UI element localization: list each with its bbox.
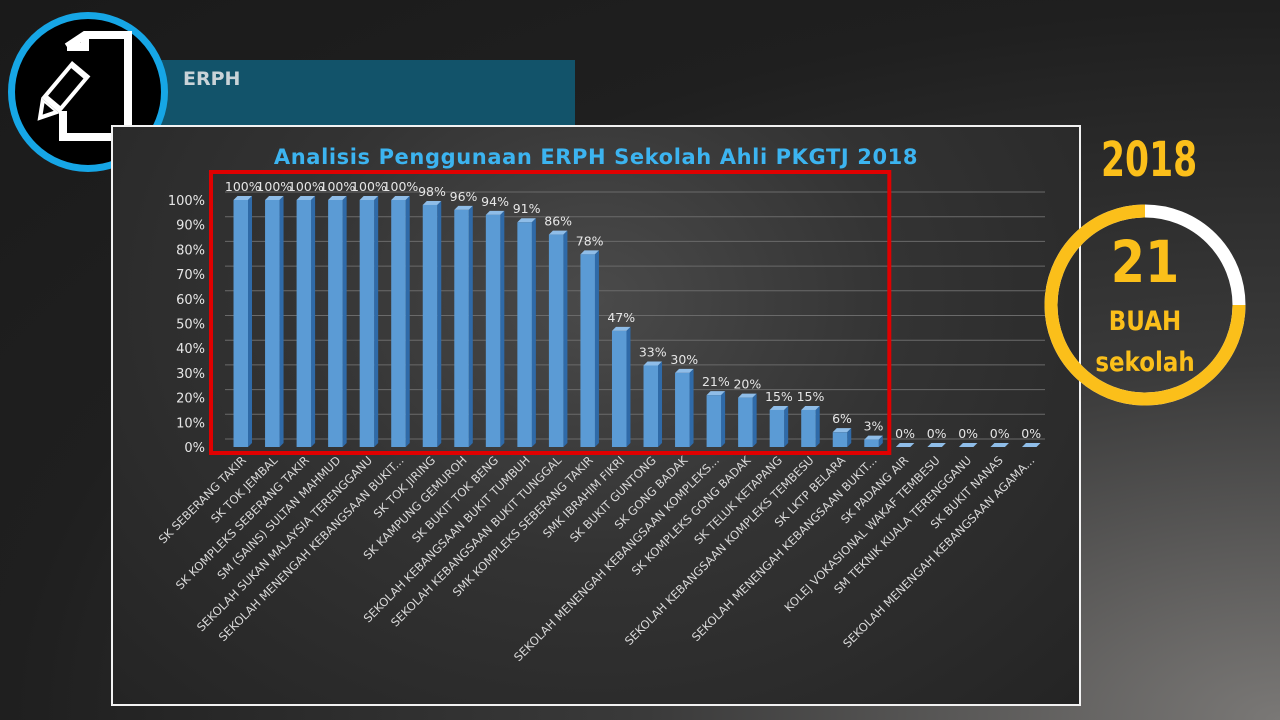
- bar: [485, 210, 505, 447]
- bar-chart: Analisis Penggunaan ERPH Sekolah Ahli PK…: [156, 145, 1045, 664]
- y-tick-label: 0%: [184, 441, 205, 456]
- bar: [580, 250, 599, 447]
- data-label: 0%: [895, 426, 915, 441]
- bar: [927, 443, 946, 447]
- count-unit-secondary: sekolah: [1095, 347, 1195, 378]
- bar: [738, 393, 757, 447]
- progress-ring: [1044, 204, 1246, 406]
- y-tick-label: 70%: [176, 268, 205, 283]
- logo-badge: [8, 12, 168, 172]
- bar: [296, 196, 316, 447]
- highlight-box: [209, 170, 892, 455]
- bar: [675, 368, 694, 447]
- data-label: 86%: [544, 214, 572, 229]
- bar: [832, 428, 852, 447]
- y-tick-label: 20%: [176, 392, 205, 407]
- bar: [643, 361, 663, 447]
- bar: [517, 218, 536, 447]
- data-label: 0%: [958, 426, 978, 441]
- chart-frame: Analisis Penggunaan ERPH Sekolah Ahli PK…: [111, 125, 1081, 706]
- banner-title: ERPH: [183, 68, 241, 90]
- bar: [706, 391, 726, 447]
- data-label: 15%: [765, 389, 793, 404]
- year-label: 2018: [1101, 132, 1198, 188]
- data-label: 0%: [990, 426, 1010, 441]
- data-label: 100%: [256, 179, 292, 194]
- y-tick-label: 90%: [176, 219, 205, 234]
- data-label: 100%: [320, 179, 356, 194]
- ring-arc: [1044, 204, 1246, 406]
- chart-title: Analisis Penggunaan ERPH Sekolah Ahli PK…: [274, 145, 918, 169]
- data-label: 94%: [481, 194, 509, 209]
- data-label: 100%: [383, 179, 419, 194]
- data-label: 91%: [513, 201, 541, 216]
- count-unit: BUAH: [1108, 306, 1182, 337]
- bar: [422, 200, 442, 447]
- data-label: 33%: [639, 344, 667, 359]
- bar: [895, 443, 915, 447]
- y-tick-label: 10%: [176, 416, 205, 431]
- data-label: 98%: [418, 184, 446, 199]
- data-label: 21%: [702, 374, 730, 389]
- bar: [769, 405, 789, 447]
- bar: [391, 196, 410, 447]
- bar: [233, 196, 253, 447]
- data-label: 100%: [351, 179, 387, 194]
- bar: [265, 196, 284, 447]
- data-label: 100%: [288, 179, 324, 194]
- y-tick-label: 60%: [176, 293, 205, 308]
- bar: [611, 326, 631, 447]
- data-label: 6%: [832, 411, 852, 426]
- bar: [864, 435, 883, 447]
- data-label: 30%: [670, 352, 698, 367]
- data-label: 78%: [576, 233, 604, 248]
- y-tick-label: 100%: [168, 194, 205, 209]
- bar: [958, 443, 978, 447]
- bar: [548, 230, 568, 447]
- data-label: 3%: [864, 419, 884, 434]
- bar: [1021, 443, 1041, 447]
- bar: [359, 196, 379, 447]
- data-label: 0%: [1021, 426, 1041, 441]
- bar: [990, 443, 1009, 447]
- bar: [328, 196, 347, 447]
- y-tick-label: 40%: [176, 342, 205, 357]
- bar: [454, 205, 473, 447]
- bar: [801, 405, 820, 447]
- y-tick-label: 50%: [176, 318, 205, 333]
- header-banner: ERPH: [120, 60, 575, 126]
- y-tick-label: 30%: [176, 367, 205, 382]
- data-label: 47%: [607, 310, 635, 325]
- data-label: 100%: [225, 179, 261, 194]
- data-label: 0%: [927, 426, 947, 441]
- data-label: 20%: [733, 377, 761, 392]
- y-tick-label: 80%: [176, 243, 205, 258]
- school-count: 21: [1110, 228, 1180, 296]
- data-label: 96%: [450, 189, 478, 204]
- data-label: 15%: [797, 389, 825, 404]
- pencil-document-icon: [37, 31, 132, 141]
